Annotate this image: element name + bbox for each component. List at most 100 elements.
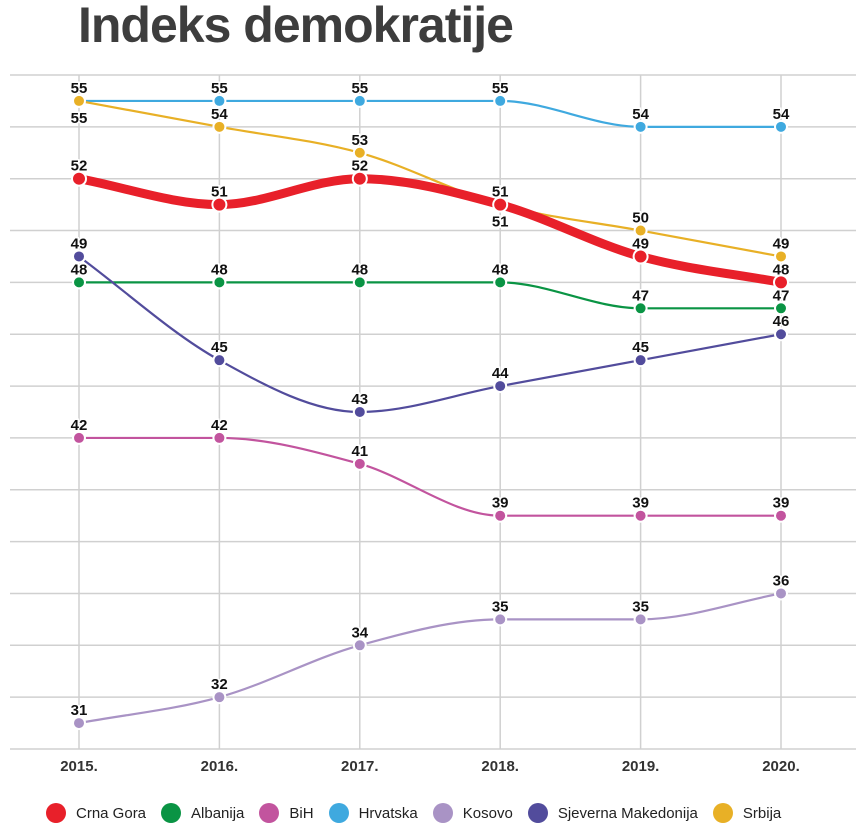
- data-point-kosovo: [72, 716, 86, 731]
- data-point-sjeverna-makedonija: [72, 249, 86, 264]
- legend-label: BiH: [289, 804, 314, 822]
- data-label-srbija: 55: [71, 110, 88, 127]
- data-point-crna-gora: [773, 274, 789, 291]
- data-point-hrvatska: [774, 119, 788, 134]
- data-label-kosovo: 35: [492, 598, 509, 615]
- data-label-kosovo: 35: [632, 598, 649, 615]
- data-label-hrvatska: 55: [211, 80, 228, 97]
- x-tick-label: 2016.: [201, 758, 239, 775]
- data-point-hrvatska: [352, 93, 367, 108]
- legend-swatch: [527, 803, 548, 823]
- data-point-crna-gora: [632, 248, 649, 265]
- legend-label: Crna Gora: [76, 804, 147, 822]
- legend-swatch: [712, 803, 733, 823]
- data-point-albanija: [352, 275, 367, 290]
- data-point-srbija: [72, 93, 86, 108]
- series-line-kosovo: [78, 592, 782, 725]
- data-point-sjeverna-makedonija: [212, 353, 227, 368]
- data-label-sjeverna-makedonija: 49: [71, 235, 88, 252]
- data-label-srbija: 50: [632, 210, 649, 227]
- data-point-albanija: [72, 275, 86, 290]
- data-point-bih: [633, 508, 648, 523]
- x-tick-label: 2015.: [60, 758, 98, 775]
- data-label-kosovo: 31: [71, 702, 88, 719]
- data-point-albanija: [212, 275, 227, 290]
- data-label-crna-gora: 52: [71, 158, 88, 175]
- data-point-bih: [774, 508, 788, 523]
- data-label-kosovo: 36: [773, 572, 790, 589]
- data-point-bih: [212, 430, 227, 445]
- data-label-albanija: 47: [773, 287, 790, 304]
- legend-label: Albanija: [191, 804, 245, 822]
- data-label-kosovo: 32: [211, 676, 228, 693]
- data-label-bih: 42: [211, 417, 228, 434]
- data-point-srbija: [212, 119, 227, 134]
- legend-item: Hrvatska: [328, 803, 418, 823]
- series-line-sjeverna-makedonija: [78, 255, 782, 414]
- x-tick-label: 2018.: [481, 758, 519, 775]
- data-label-albanija: 48: [492, 261, 509, 278]
- legend: Crna Gora Albanija BiH Hrvatska Kosovo Sjever…: [46, 803, 796, 823]
- data-point-srbija: [352, 145, 367, 160]
- series-line-crna-gora: [78, 174, 782, 287]
- data-point-albanija: [774, 301, 788, 316]
- data-label-srbija: 51: [492, 184, 509, 201]
- data-label-srbija: 53: [351, 132, 368, 149]
- data-point-bih: [72, 430, 86, 445]
- data-label-sjeverna-makedonija: 43: [351, 391, 368, 408]
- data-label-sjeverna-makedonija: 44: [492, 365, 509, 382]
- data-point-sjeverna-makedonija: [493, 379, 508, 394]
- data-label-albanija: 48: [351, 261, 368, 278]
- data-label-bih: 39: [632, 495, 649, 512]
- data-point-hrvatska: [212, 93, 227, 108]
- legend-label: Hrvatska: [358, 804, 418, 822]
- data-label-sjeverna-makedonija: 45: [632, 339, 649, 356]
- data-point-kosovo: [212, 690, 227, 705]
- data-label-srbija: 54: [211, 106, 228, 123]
- data-label-hrvatska: 55: [71, 80, 88, 97]
- x-tick-label: 2017.: [341, 758, 379, 775]
- data-point-hrvatska: [633, 119, 648, 134]
- legend-item: Kosovo: [432, 803, 513, 823]
- data-label-hrvatska: 54: [773, 106, 790, 123]
- series-line-albanija: [79, 281, 781, 310]
- data-label-hrvatska: 55: [492, 80, 509, 97]
- data-label-albanija: 48: [211, 261, 228, 278]
- data-point-sjeverna-makedonija: [633, 353, 648, 368]
- legend-label: Srbija: [742, 804, 782, 822]
- data-label-crna-gora: 49: [632, 235, 649, 252]
- data-point-crna-gora: [351, 170, 368, 187]
- data-label-bih: 42: [71, 417, 88, 434]
- x-tick-label: 2020.: [762, 758, 800, 775]
- data-label-albanija: 47: [632, 287, 649, 304]
- data-point-kosovo: [493, 612, 508, 627]
- data-label-sjeverna-makedonija: 46: [773, 313, 790, 330]
- data-label-crna-gora: 48: [773, 261, 790, 278]
- x-tick-label: 2019.: [622, 758, 660, 775]
- data-point-sjeverna-makedonija: [774, 327, 788, 342]
- legend-label: Sjeverna Makedonija: [557, 804, 698, 822]
- data-point-srbija: [774, 249, 788, 264]
- legend-swatch: [259, 803, 280, 823]
- data-point-hrvatska: [493, 93, 508, 108]
- series-line-bih: [79, 436, 781, 517]
- chart-title: Indeks demokratije: [78, 0, 514, 53]
- legend-swatch: [328, 803, 349, 823]
- data-label-bih: 39: [773, 495, 790, 512]
- data-label-crna-gora: 52: [351, 158, 368, 175]
- data-point-crna-gora: [211, 196, 228, 213]
- data-label-kosovo: 34: [351, 624, 368, 641]
- data-point-kosovo: [352, 638, 367, 653]
- data-point-bih: [352, 456, 367, 471]
- data-point-kosovo: [774, 586, 788, 601]
- data-label-crna-gora: 51: [211, 184, 228, 201]
- legend-label: Kosovo: [462, 804, 513, 822]
- data-label-srbija: 49: [773, 235, 790, 252]
- data-label-hrvatska: 55: [351, 80, 368, 97]
- data-point-albanija: [493, 275, 508, 290]
- data-label-hrvatska: 54: [632, 106, 649, 123]
- legend-item: Albanija: [161, 803, 244, 823]
- data-point-crna-gora: [71, 170, 87, 187]
- legend-swatch: [432, 803, 453, 823]
